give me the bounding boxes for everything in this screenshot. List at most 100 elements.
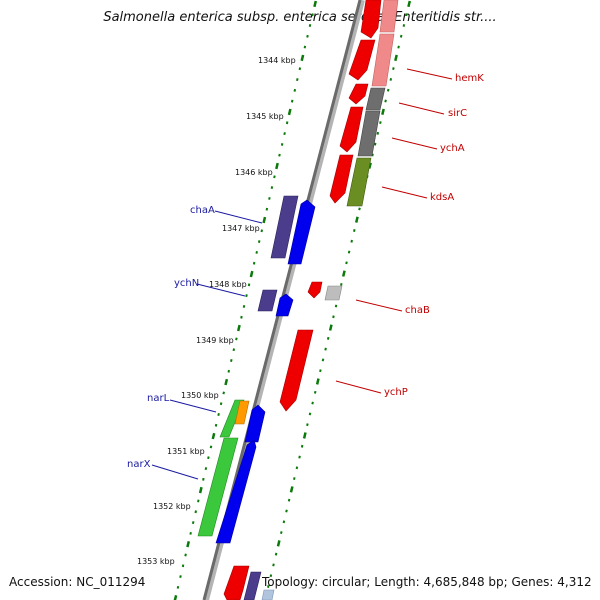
ruler-tick [347, 250, 351, 254]
forward-strand-genes [197, 195, 316, 600]
ruler-tick [389, 77, 393, 81]
ruler-tick [354, 216, 359, 223]
gene-hemK[interactable] [348, 39, 376, 81]
ruler-tick [298, 455, 301, 459]
ruler-label-1352: 1352 kbp [153, 502, 191, 511]
gene-chaB[interactable] [324, 285, 343, 301]
ruler-tick [285, 121, 289, 125]
ruler-tick [340, 282, 343, 286]
gene-label-ychN[interactable]: ychN [174, 278, 199, 289]
gene-label-ychP[interactable]: ychP [384, 387, 408, 398]
gene-label-hemK[interactable]: hemK [455, 73, 484, 84]
gene-top-red[interactable] [360, 0, 382, 39]
ruler-label-1350: 1350 kbp [181, 391, 219, 400]
gene-top-pink[interactable] [379, 0, 399, 33]
ruler-tick [287, 108, 292, 116]
ruler-tick [350, 239, 353, 243]
gene-ychN[interactable] [275, 293, 294, 317]
ruler-tick [373, 142, 377, 146]
ruler-tick [397, 45, 400, 49]
gene-label-sirC[interactable]: sirC [448, 108, 467, 119]
ruler-tick [276, 540, 281, 547]
ruler-tick [313, 0, 318, 8]
ruler-tick [402, 24, 406, 27]
gene-label-narL[interactable]: narL [147, 393, 170, 404]
ruler-tick [249, 270, 254, 278]
gene-sirC[interactable] [365, 87, 386, 111]
gene-label-chaA[interactable]: chaA [190, 205, 215, 216]
ruler-tick [247, 283, 251, 287]
ruler-tick [255, 250, 258, 254]
gene-bottom-red[interactable] [223, 565, 250, 600]
gene-ychA[interactable] [357, 110, 381, 157]
callout-ychA [391, 137, 438, 150]
ruler-tick [217, 413, 220, 416]
ruler-tick [242, 304, 246, 308]
ruler-tick [313, 390, 317, 394]
gene-label-chaB[interactable]: chaB [405, 305, 430, 316]
gene-callouts [151, 68, 453, 480]
ruler-tick [289, 486, 294, 493]
ruler-tick [280, 531, 283, 535]
ruler-tick [345, 261, 348, 265]
ruler-tick [260, 229, 263, 233]
gene-chaA[interactable] [287, 199, 316, 265]
ruler-label-1344: 1344 kbp [258, 56, 296, 65]
ruler-tick [407, 0, 412, 8]
accession-text: Accession: NC_011294 [9, 575, 146, 589]
gene-narX[interactable] [215, 439, 257, 544]
ruler-tick [186, 541, 191, 548]
gene-bottom-light[interactable] [261, 589, 275, 600]
callout-ychN [196, 283, 246, 297]
gene-labels: chaA ychN narL narX hemK sirC ychA kdsA … [127, 73, 484, 470]
gene-label-kdsA[interactable]: kdsA [430, 192, 454, 203]
ruler-tick [181, 564, 185, 568]
ruler-tick [268, 196, 271, 200]
gene-bottom-dark[interactable] [243, 571, 262, 600]
callout-kdsA [381, 186, 428, 199]
ruler-tick [358, 207, 361, 211]
ruler-tick [303, 45, 307, 49]
gene-chaA-dark[interactable] [270, 195, 299, 259]
ruler-tick [274, 552, 278, 556]
ruler-tick [399, 34, 403, 38]
ruler-tick [202, 477, 205, 481]
gene-kdsA[interactable] [346, 157, 372, 207]
ruler-label-1353: 1353 kbp [137, 557, 175, 566]
ruler-label-1348: 1348 kbp [209, 280, 247, 289]
gene-narL-orange[interactable] [234, 400, 250, 425]
ruler-tick [353, 229, 356, 232]
ruler-tick [287, 498, 291, 502]
gene-narX-green[interactable] [197, 437, 239, 537]
gene-kdsA-red[interactable] [329, 154, 354, 204]
gene-narL[interactable] [244, 404, 266, 443]
ruler-tick [211, 432, 216, 440]
ruler-tick [269, 574, 273, 578]
gene-ychP[interactable] [279, 329, 314, 412]
ruler-tick [252, 261, 256, 265]
ruler-label-1346: 1346 kbp [235, 168, 273, 177]
gene-small-red[interactable] [348, 83, 369, 105]
ruler-label-1347: 1347 kbp [222, 224, 260, 233]
ruler-tick [296, 78, 299, 82]
ruler-tick [334, 304, 338, 308]
ruler-tick [293, 477, 296, 481]
gene-label-narX[interactable]: narX [127, 459, 151, 470]
ruler-tick [280, 142, 284, 146]
ruler-tick [272, 563, 275, 567]
ruler-tick [392, 67, 395, 71]
ruler-tick [267, 585, 270, 588]
gene-ychN-dark[interactable] [257, 289, 278, 312]
gene-hemK-partner[interactable] [371, 33, 395, 87]
ruler-tick [326, 336, 330, 340]
ruler-tick [302, 432, 307, 439]
gene-chaB-red[interactable] [307, 281, 323, 299]
ruler-tick [222, 391, 225, 395]
ruler-tick [381, 108, 385, 115]
ruler-tick [278, 153, 281, 157]
gene-label-ychA[interactable]: ychA [440, 143, 465, 154]
ruler-tick [194, 510, 197, 514]
ruler-tick [191, 521, 195, 525]
gene-ychA-red[interactable] [339, 106, 364, 153]
callout-narX [151, 464, 199, 480]
